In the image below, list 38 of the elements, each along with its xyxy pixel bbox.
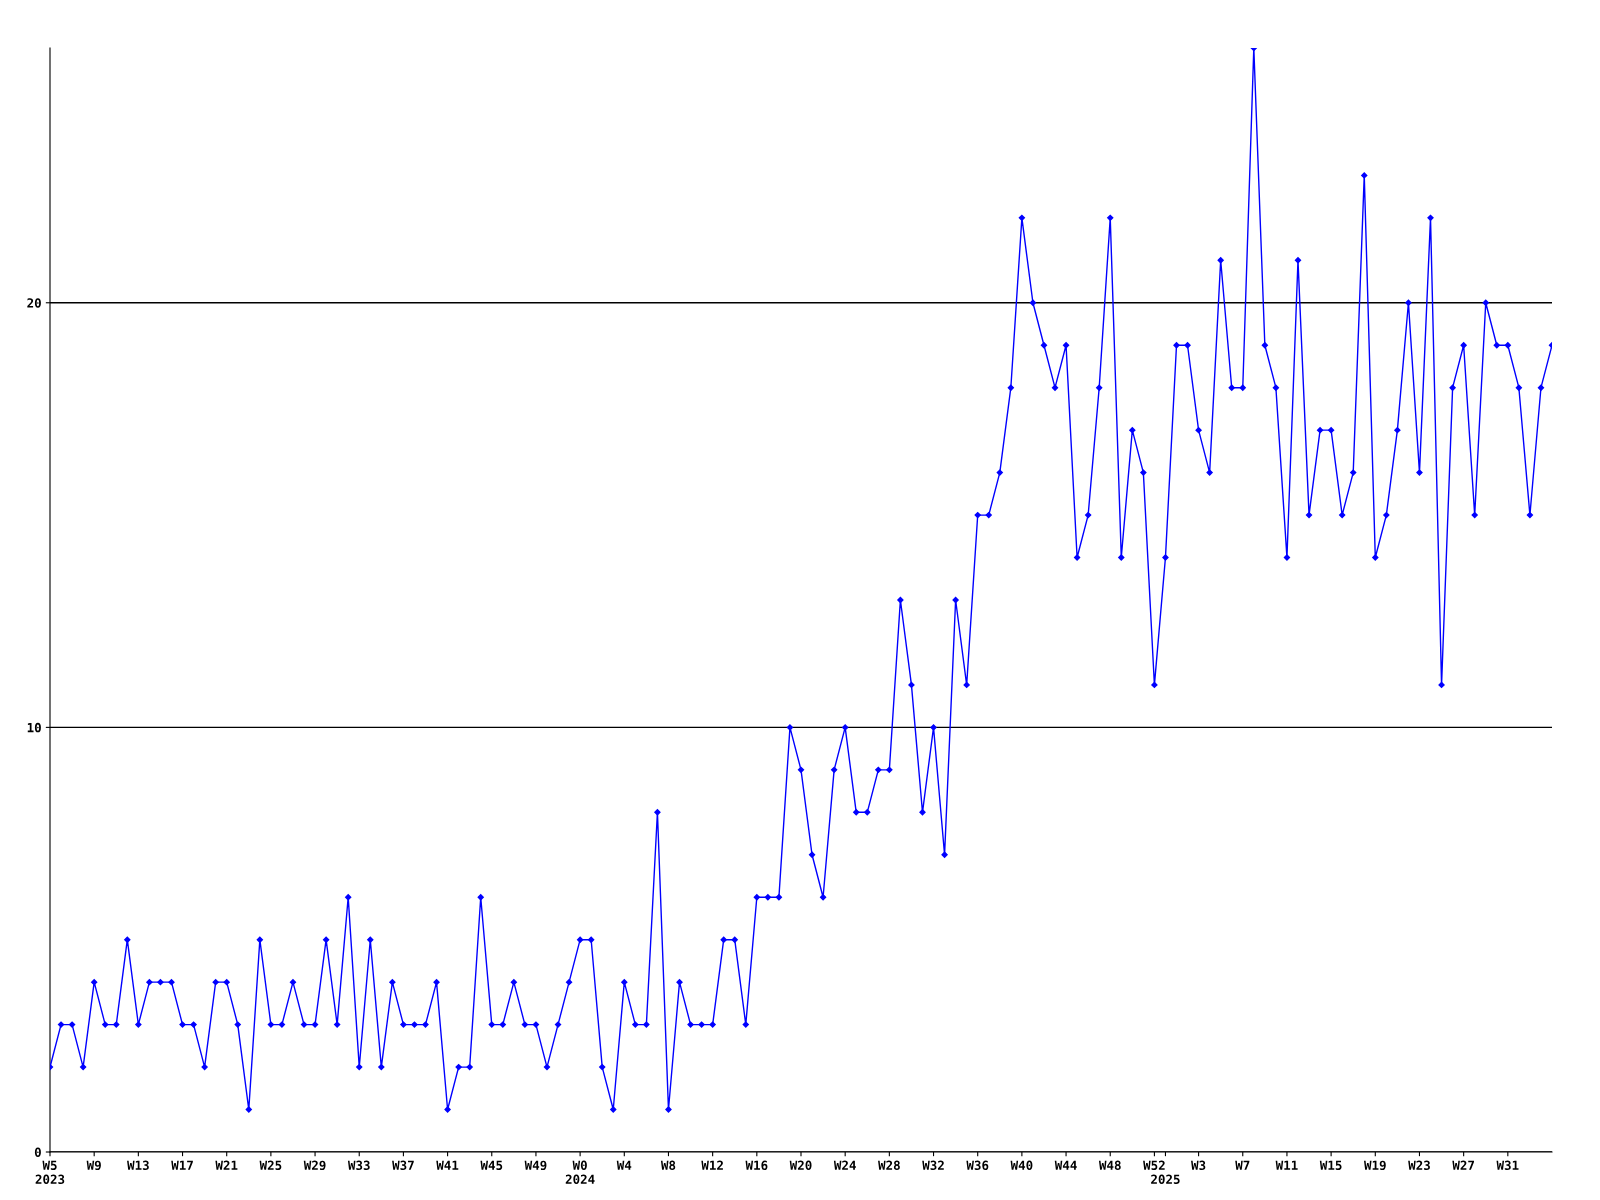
x-tick-label: W11 (1275, 1160, 1298, 1170)
x-tick-label: W17 (171, 1160, 193, 1170)
x-tick-label: W16 (745, 1160, 768, 1171)
x-tick-label: W40 (1010, 1160, 1033, 1171)
y-tick-label: 20 (27, 298, 41, 308)
x-tick-label: W29 (303, 1160, 326, 1171)
x-tick-label: W7 (1235, 1160, 1250, 1170)
x-tick-label: W4 (616, 1160, 632, 1170)
x-tick-label: W32 (922, 1160, 944, 1171)
x-tick-label: W31 (1496, 1160, 1519, 1171)
x-tick-label: W3 (1191, 1160, 1206, 1171)
x-tick-label: W15 (1319, 1160, 1342, 1171)
x-tick-label: W37 (392, 1160, 414, 1171)
x-tick-label: W48 (1098, 1160, 1121, 1171)
x-tick-label: W23 (1408, 1160, 1430, 1171)
x-tick-label: W45 (480, 1160, 503, 1171)
x-tick-label: 2025 (1151, 1174, 1180, 1185)
x-tick-label: W20 (789, 1160, 812, 1171)
x-tick-label: W12 (701, 1160, 723, 1170)
x-tick-label: W36 (966, 1160, 989, 1171)
x-tick-label: W27 (1452, 1160, 1474, 1170)
x-tick-label: W28 (878, 1160, 900, 1171)
x-tick-label: W49 (524, 1160, 547, 1171)
x-tick-label: W19 (1364, 1160, 1386, 1171)
x-tick-label: W33 (347, 1160, 370, 1171)
x-tick-label: W52 (1143, 1160, 1165, 1171)
y-tick-label: 0 (34, 1147, 41, 1157)
x-tick-label: W44 (1054, 1160, 1077, 1170)
x-tick-label: W24 (833, 1160, 856, 1170)
y-tick-label: 10 (27, 722, 41, 733)
x-tick-label: W0 2024 (565, 1160, 595, 1185)
x-tick-label: W8 (660, 1160, 676, 1171)
x-tick-label: W21 (215, 1160, 238, 1170)
x-tick-label: W5 2023 (35, 1160, 65, 1185)
x-tick-label: W25 (259, 1160, 282, 1171)
x-tick-label: W41 (436, 1160, 459, 1170)
x-tick-label: W9 (86, 1160, 101, 1171)
x-tick-label: W13 (127, 1160, 149, 1171)
